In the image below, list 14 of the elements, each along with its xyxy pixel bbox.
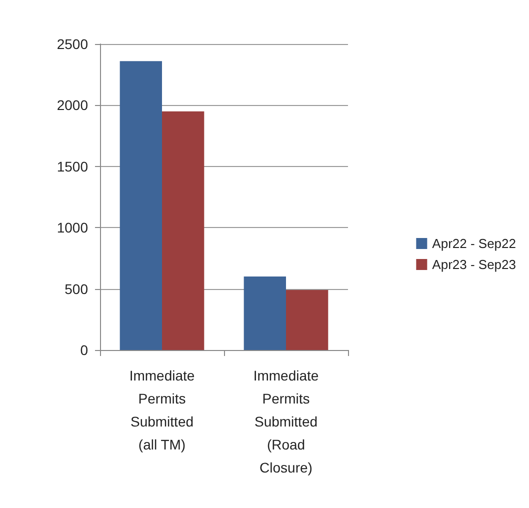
y-tick-label: 1000 <box>56 220 88 236</box>
y-tick-label: 2000 <box>56 97 88 114</box>
y-tick-label: 2500 <box>56 36 88 52</box>
y-tick-label: 500 <box>64 280 88 297</box>
legend-label: Apr22 - Sep22 <box>432 236 516 251</box>
bar <box>286 290 328 350</box>
bar <box>120 61 162 350</box>
bar <box>244 276 286 350</box>
bar <box>162 111 204 350</box>
y-tick-label: 0 <box>80 342 88 358</box>
y-tick-label: 1500 <box>56 158 88 174</box>
x-tick-label: Immediate Permits Submitted (all TM) <box>129 368 195 452</box>
legend-label: Apr23 - Sep23 <box>432 257 516 272</box>
x-tick-label: Immediate Permits Submitted (Road Closure) <box>253 368 319 476</box>
